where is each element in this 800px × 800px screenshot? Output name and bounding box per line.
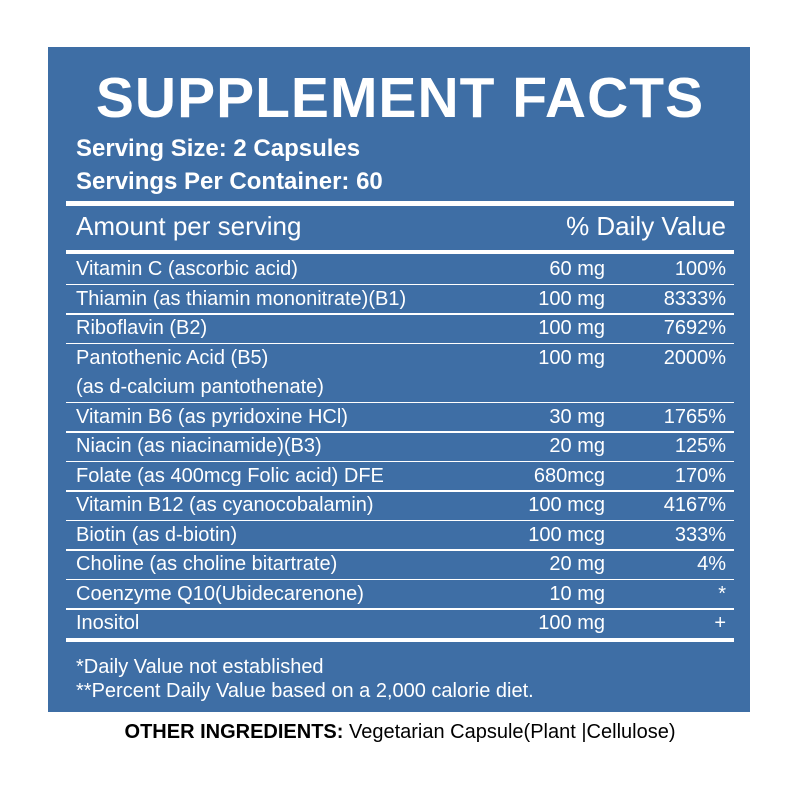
- nutrient-name: (as d-calcium pantothenate): [76, 376, 324, 398]
- amount: 100 mcg: [528, 494, 605, 516]
- amount: 20 mg: [549, 435, 605, 457]
- nutrient-name: Riboflavin (B2): [76, 317, 208, 339]
- amount: 680mcg: [533, 464, 605, 487]
- other-ingredients-text: Vegetarian Capsule(Plant |Cellulose): [348, 721, 676, 743]
- nutrient-name: Vitamin B6 (as pyridoxine HCl): [76, 405, 348, 428]
- daily-value: 333%: [674, 523, 726, 546]
- daily-value: +: [714, 612, 726, 634]
- row-rule: [66, 549, 734, 551]
- row-rule: [66, 401, 734, 403]
- servings-per-container: Servings Per Container: 60: [76, 168, 383, 195]
- amount: 100 mg: [538, 612, 605, 634]
- row-rule: [66, 431, 734, 433]
- column-header: % Daily Value: [566, 211, 726, 241]
- row-rule: [66, 578, 734, 580]
- row-rule: [66, 283, 734, 285]
- serving-size: Serving Size: 2 Capsules: [76, 135, 361, 162]
- row-rule: [66, 313, 734, 315]
- nutrient-name: Choline (as choline bitartrate): [76, 553, 338, 575]
- amount: 60 mg: [549, 258, 605, 280]
- nutrient-name: Inositol: [76, 612, 140, 634]
- nutrient-name: Folate (as 400mcg Folic acid) DFE: [76, 464, 384, 487]
- amount: 100 mg: [538, 346, 605, 369]
- thick-rule: [66, 250, 734, 254]
- amount: 100 mg: [538, 317, 605, 339]
- row-rule: [66, 460, 734, 462]
- facts-panel: [48, 47, 750, 712]
- daily-value: 4167%: [663, 494, 726, 516]
- row-rule: [66, 342, 734, 344]
- nutrient-name: Vitamin B12 (as cyanocobalamin): [76, 494, 374, 516]
- daily-value: 8333%: [663, 287, 726, 310]
- daily-value: 4%: [697, 553, 726, 575]
- nutrient-name: Coenzyme Q10(Ubidecarenone): [76, 582, 364, 605]
- other-ingredients: OTHER INGREDIENTS: Vegetarian Capsule(Pl…: [0, 722, 800, 742]
- footnote: *Daily Value not established: [76, 656, 324, 678]
- daily-value: 7692%: [663, 317, 726, 339]
- daily-value: 170%: [674, 464, 726, 487]
- amount: 30 mg: [549, 405, 605, 428]
- thick-rule: [66, 201, 734, 206]
- daily-value: 100%: [674, 258, 726, 280]
- other-ingredients-label: OTHER INGREDIENTS:: [124, 721, 344, 743]
- column-header: Amount per serving: [76, 211, 302, 241]
- daily-value: 1765%: [663, 405, 726, 428]
- amount: 100 mcg: [528, 523, 605, 546]
- amount: 10 mg: [549, 582, 605, 605]
- nutrient-name: Vitamin C (ascorbic acid): [76, 258, 298, 280]
- nutrient-name: Thiamin (as thiamin mononitrate)(B1): [76, 287, 407, 310]
- footnote: **Percent Daily Value based on a 2,000 c…: [76, 680, 534, 702]
- row-rule: [66, 519, 734, 521]
- title: SUPPLEMENT FACTS: [95, 66, 705, 130]
- nutrient-name: Pantothenic Acid (B5): [76, 346, 269, 369]
- amount: 100 mg: [538, 287, 605, 310]
- nutrient-name: Biotin (as d-biotin): [76, 523, 238, 546]
- nutrient-name: Niacin (as niacinamide)(B3): [76, 435, 322, 457]
- daily-value: 2000%: [663, 346, 726, 369]
- amount: 20 mg: [549, 553, 605, 575]
- row-rule: [66, 490, 734, 492]
- daily-value: 125%: [674, 435, 726, 457]
- daily-value: *: [718, 582, 726, 605]
- row-rule: [66, 608, 734, 610]
- thick-rule: [66, 637, 734, 642]
